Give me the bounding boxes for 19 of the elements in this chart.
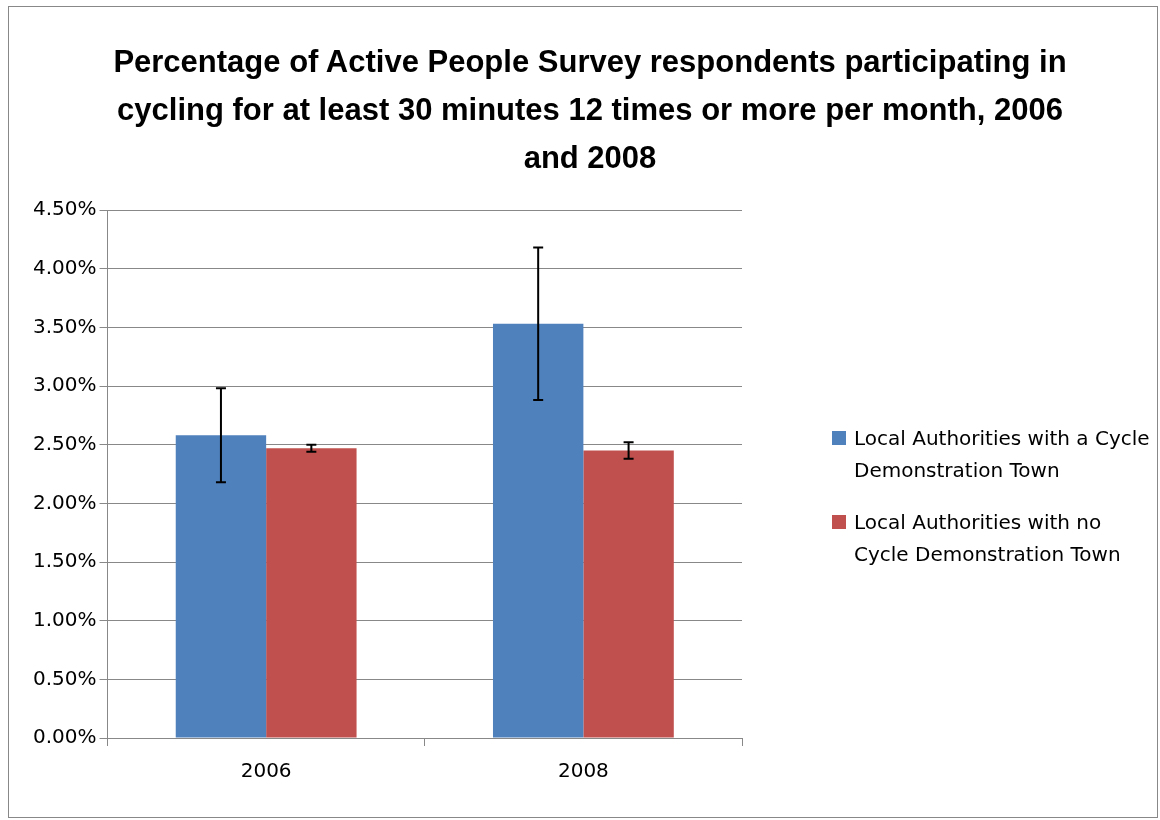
x-tick-label: 2008 [557, 758, 609, 783]
y-tick-label: 1.00% [32, 606, 97, 631]
y-tick-label: 3.50% [32, 313, 97, 338]
y-tick-label: 2.00% [32, 489, 97, 514]
y-tick-label: 4.50% [32, 196, 97, 221]
chart-title: Percentage of Active People Survey respondents participating in cycling for at least 30 minutes 12 times or more per month, 2006 and 2008 [112, 43, 1068, 177]
y-tick-label: 0.50% [32, 665, 97, 690]
y-tick-label: 3.00% [32, 372, 97, 397]
legend-label: Local Authorities with no Cycle Demonstration Town [854, 509, 1122, 568]
y-tick-label: 0.00% [32, 724, 97, 749]
bar [175, 435, 267, 738]
bar [583, 450, 674, 738]
bar [492, 323, 584, 738]
y-tick-label: 2.50% [32, 430, 97, 455]
bar [266, 448, 357, 738]
legend-label: Local Authorities with a Cycle Demonstration Town [854, 425, 1151, 484]
y-tick-label: 4.00% [32, 254, 97, 279]
y-tick-label: 1.50% [32, 548, 97, 573]
x-tick-label: 2006 [240, 758, 292, 783]
